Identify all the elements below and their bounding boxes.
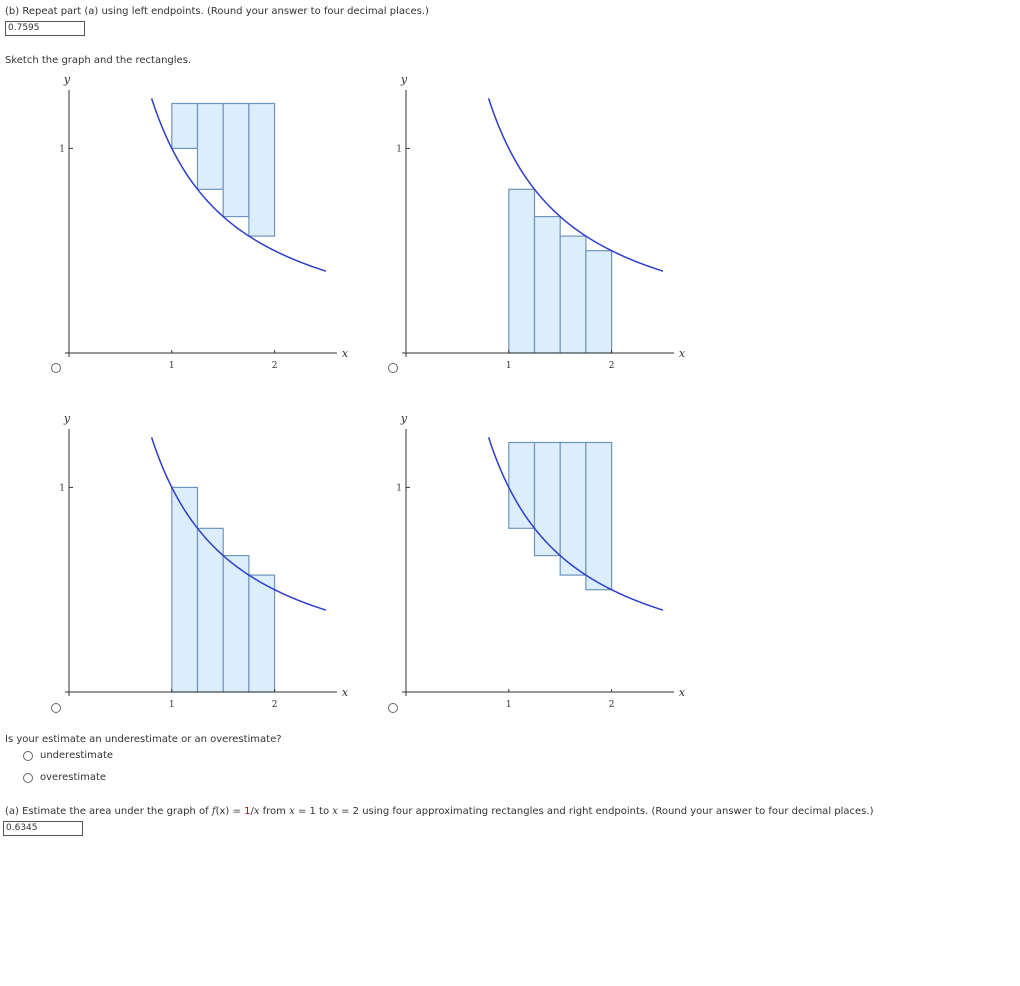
function-name: f (211, 806, 216, 817)
lower-bound: = 1 (297, 806, 316, 817)
y-tick-label-1: 1 (396, 144, 402, 154)
graph-b-radio[interactable] (388, 363, 398, 373)
curve-one-over-x (487, 98, 664, 272)
function-slash: / (250, 806, 254, 817)
upper-bound: = 2 (341, 806, 360, 817)
x-tick-label-2: 2 (609, 361, 615, 371)
y-axis-label: y (400, 412, 408, 425)
part-b-answer-field[interactable]: 0.7595 (5, 21, 85, 36)
overestimate-label: overestimate (40, 772, 107, 783)
x-tick-label-2: 2 (272, 361, 278, 371)
x-variable-2: x (332, 806, 338, 817)
function-denominator: x (253, 806, 260, 817)
x-tick-label-1: 1 (506, 361, 512, 371)
rectangle-4 (248, 574, 276, 693)
overestimate-radio[interactable] (23, 773, 33, 783)
x-tick-label-2: 2 (609, 700, 615, 710)
graph-c-svg: y x 1 2 1 (59, 412, 349, 710)
function-equals: = (232, 806, 241, 817)
y-tick-label-1: 1 (59, 483, 65, 493)
rectangle-1 (508, 441, 536, 529)
rectangle-4 (585, 250, 613, 354)
rectangle-2 (196, 527, 224, 693)
underestimate-radio[interactable] (23, 751, 33, 761)
graph-d-radio[interactable] (388, 703, 398, 713)
x-variable-1: x (289, 806, 295, 817)
part-a-answer-field[interactable]: 0.6345 (3, 821, 83, 836)
graph-a-svg: y x 1 2 1 (59, 73, 349, 371)
function-numerator: 1 (244, 806, 251, 817)
rectangle-2 (533, 441, 561, 557)
rectangle-4 (248, 102, 276, 237)
part-a-question: (a) Estimate the area under the graph of… (5, 806, 873, 818)
rectangle-4 (585, 441, 613, 591)
x-axis-label: x (342, 347, 349, 360)
graph-d-svg: y x 1 2 1 (396, 412, 686, 710)
graph-option-b: y x 1 2 1 (392, 70, 692, 380)
estimate-question: Is your estimate an underestimate or an … (5, 734, 282, 745)
curve-one-over-x (150, 98, 327, 272)
curve-one-over-x (487, 437, 664, 611)
y-axis-label: y (63, 412, 71, 425)
rectangle-1 (508, 188, 536, 354)
graph-option-a: y x 1 2 1 (55, 70, 355, 380)
y-tick-label-1: 1 (396, 483, 402, 493)
rectangle-2 (533, 216, 561, 354)
x-tick-label-2: 2 (272, 700, 278, 710)
sketch-prompt: Sketch the graph and the rectangles. (5, 55, 192, 66)
option-underestimate[interactable]: underestimate (23, 750, 113, 762)
y-tick-label-1: 1 (59, 144, 65, 154)
underestimate-label: underestimate (40, 750, 114, 761)
part-a-prefix: (a) Estimate the area under the graph of (5, 806, 209, 817)
graph-option-d: y x 1 2 1 (392, 409, 692, 719)
option-overestimate[interactable]: overestimate (23, 772, 106, 784)
graph-c-radio[interactable] (51, 703, 61, 713)
x-tick-label-1: 1 (169, 361, 175, 371)
rectangle-3 (222, 102, 250, 218)
from-word: from (262, 806, 286, 817)
x-axis-label: x (679, 347, 686, 360)
rectangle-2 (196, 102, 224, 190)
part-b-question: (b) Repeat part (a) using left endpoints… (5, 6, 429, 17)
graph-b-svg: y x 1 2 1 (396, 73, 686, 371)
rectangle-1 (171, 486, 199, 693)
curve-one-over-x (150, 437, 327, 611)
part-a-suffix: using four approximating rectangles and … (362, 806, 874, 817)
rectangle-1 (171, 102, 199, 149)
rectangle-3 (559, 441, 587, 576)
function-arg: (x) (215, 806, 230, 817)
x-tick-label-1: 1 (506, 700, 512, 710)
graph-a-radio[interactable] (51, 363, 61, 373)
rectangle-3 (222, 555, 250, 693)
to-word: to (319, 806, 330, 817)
x-tick-label-1: 1 (169, 700, 175, 710)
y-axis-label: y (63, 73, 71, 86)
x-axis-label: x (679, 686, 686, 699)
graph-option-c: y x 1 2 1 (55, 409, 355, 719)
y-axis-label: y (400, 73, 408, 86)
x-axis-label: x (342, 686, 349, 699)
rectangle-3 (559, 235, 587, 354)
